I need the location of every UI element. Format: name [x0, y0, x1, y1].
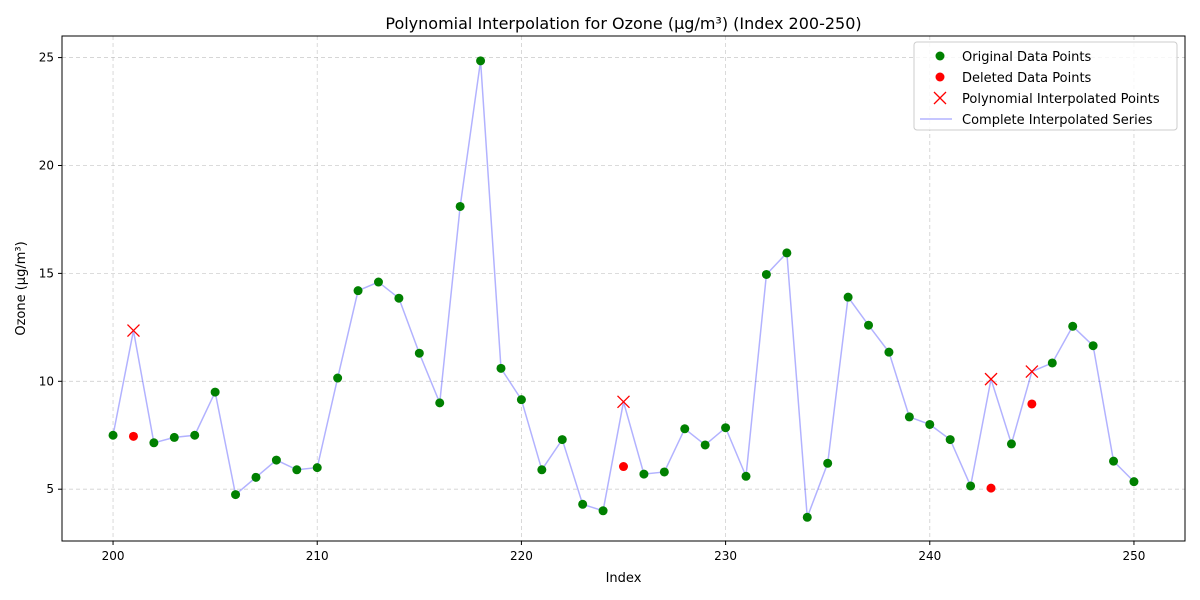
original-data-point — [414, 348, 424, 358]
original-data-point — [843, 292, 853, 302]
y-tick-label: 5 — [46, 482, 54, 496]
original-data-point — [190, 430, 200, 440]
original-data-point — [700, 440, 710, 450]
original-data-point — [557, 435, 567, 445]
x-tick-label: 230 — [714, 549, 737, 563]
original-data-point — [925, 419, 935, 429]
original-data-point — [476, 56, 486, 66]
x-tick-label: 250 — [1123, 549, 1146, 563]
interpolated-point-marker — [984, 372, 998, 386]
plot-frame — [61, 35, 1186, 542]
legend-marker-deleted — [935, 72, 945, 82]
original-data-point — [1109, 456, 1119, 466]
original-data-point — [782, 248, 792, 258]
original-data-point — [169, 432, 179, 442]
original-data-point — [598, 506, 608, 516]
original-data-point — [823, 458, 833, 468]
original-data-point — [945, 435, 955, 445]
deleted-data-point — [619, 462, 628, 472]
original-data-point — [210, 387, 220, 397]
original-data-point — [149, 438, 159, 448]
original-data-point — [271, 455, 281, 465]
x-tick-label: 210 — [306, 549, 329, 563]
chart-title: Polynomial Interpolation for Ozone (µg/m… — [385, 14, 861, 33]
original-data-point — [864, 320, 874, 330]
original-data-point — [741, 471, 751, 481]
interpolated-point-marker — [127, 324, 140, 338]
original-data-point — [966, 481, 976, 491]
original-data-point — [639, 469, 649, 479]
original-data-point — [455, 201, 465, 211]
original-data-point — [394, 293, 404, 303]
original-data-point — [1088, 341, 1098, 351]
original-data-point — [884, 347, 894, 357]
y-tick-label: 25 — [39, 51, 54, 65]
original-data-point — [802, 512, 812, 522]
deleted-data-point — [986, 483, 996, 493]
grid — [62, 36, 1185, 541]
original-data-point — [721, 423, 731, 433]
original-data-point — [516, 395, 526, 405]
original-data-point — [333, 373, 343, 383]
x-tick-label: 220 — [510, 549, 533, 563]
legend-label-complete: Complete Interpolated Series — [962, 113, 1153, 128]
original-data-point — [1006, 439, 1016, 449]
interpolated-point-marker — [617, 395, 630, 409]
original-data-point — [1129, 477, 1139, 487]
y-tick-label: 15 — [39, 266, 54, 280]
original-data-point — [537, 465, 547, 475]
original-data-point — [680, 424, 690, 434]
original-data-point — [578, 499, 588, 509]
legend-label-interpolated: Polynomial Interpolated Points — [962, 92, 1160, 107]
original-data-point — [312, 463, 322, 473]
original-data-point — [435, 398, 445, 408]
original-data-point — [1047, 358, 1057, 368]
interpolated-point-marker — [1025, 365, 1039, 379]
legend: Original Data Points Deleted Data Points… — [913, 41, 1178, 131]
original-data-point — [231, 490, 241, 500]
y-axis: 5 10 15 20 25 — [39, 51, 62, 496]
original-data-point — [1068, 321, 1078, 331]
original-data-point — [108, 430, 118, 440]
deleted-data-point — [128, 431, 138, 441]
legend-frame — [913, 41, 1178, 131]
y-axis-label: Ozone (µg/m³) — [14, 241, 29, 335]
original-data-point — [761, 269, 771, 279]
x-tick-label: 240 — [918, 549, 941, 563]
original-data-point — [353, 286, 363, 296]
legend-marker-interpolated — [933, 91, 947, 105]
deleted-data-point — [1027, 399, 1037, 409]
y-tick-label: 10 — [39, 374, 54, 388]
x-axis: 200 210 220 230 240 250 — [102, 541, 1146, 563]
marker-layer — [108, 56, 1139, 522]
original-data-point — [904, 412, 914, 422]
original-data-point — [659, 467, 669, 477]
legend-label-original: Original Data Points — [962, 50, 1091, 65]
x-tick-label: 200 — [102, 549, 125, 563]
original-data-point — [496, 363, 506, 373]
legend-label-deleted: Deleted Data Points — [962, 71, 1092, 86]
x-axis-label: Index — [606, 571, 642, 586]
y-tick-label: 20 — [39, 158, 54, 172]
legend-marker-original — [935, 51, 945, 61]
original-data-point — [373, 277, 383, 287]
original-data-point — [251, 472, 261, 482]
original-data-point — [292, 465, 302, 475]
